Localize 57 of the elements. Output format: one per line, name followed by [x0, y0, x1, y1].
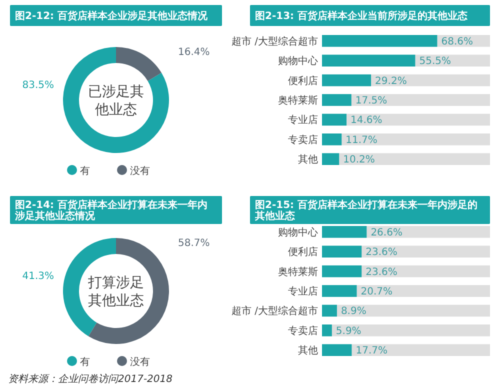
data-label: 17.7% [356, 346, 388, 357]
legend-label: 没有 [130, 356, 150, 368]
donut-slice [63, 238, 116, 336]
text: 打算涉足其他业态 [87, 275, 144, 309]
y-tick-label: 其他 [298, 154, 318, 166]
bar [322, 94, 352, 106]
chart-title: 图2-15: 百货店样本企业打算在未来一年内涉足的其他业态 [254, 199, 478, 222]
bar [322, 344, 352, 356]
chart-title: 图2-12: 百货店样本企业涉足其他业态情况 [15, 10, 209, 22]
bar [322, 246, 362, 258]
donut-slice [63, 47, 169, 153]
data-label: 26.6% [370, 227, 402, 238]
data-label: 55.5% [419, 56, 452, 68]
y-tick-label: 便利店 [288, 74, 318, 87]
data-label: 83.5% [22, 80, 54, 91]
data-label: 16.4% [178, 47, 210, 58]
y-tick-label: 专卖店 [288, 134, 318, 146]
data-label: 17.5% [355, 96, 388, 106]
bar [322, 114, 347, 126]
y-tick-label: 专业店 [288, 286, 318, 298]
y-tick-label: 其他 [298, 344, 318, 357]
text: 已涉足其他业态 [88, 84, 144, 118]
donut-slice [116, 47, 162, 81]
data-label: 68.6% [441, 36, 474, 48]
data-label: 14.6% [350, 115, 382, 126]
data-label: 29.2% [375, 76, 407, 87]
y-tick-label: 便利店 [288, 246, 318, 258]
legend-label: 有 [80, 165, 90, 177]
data-label: 10.2% [343, 154, 375, 166]
data-label: 5.9% [336, 326, 362, 337]
chart-title: 图2-14: 百货店样本企业打算在未来一年内涉足其他业态情况 [14, 199, 208, 222]
bar [322, 153, 340, 165]
bar [322, 133, 342, 146]
y-tick-label: 专业店 [288, 114, 318, 126]
donut-slice [88, 238, 169, 344]
chart-title: 图2-13: 百货店样本企业当前所涉足的其他业态 [255, 10, 469, 22]
y-tick-label: 奥特莱斯 [278, 94, 318, 106]
data-label: 20.7% [360, 286, 393, 298]
y-tick-label: 超市 /大型综合超市 [231, 305, 318, 318]
data-label: 41.3% [22, 271, 54, 282]
y-tick-label: 专卖店 [288, 324, 318, 337]
data-label: 23.6% [366, 247, 398, 258]
y-tick-label: 超市 /大型综合超市 [231, 35, 318, 48]
y-tick-label: 购物中心 [278, 226, 318, 238]
y-tick-label: 奥特莱斯 [278, 266, 318, 278]
legend-label: 有 [80, 356, 90, 368]
bar [322, 285, 357, 297]
text: 资料来源：企业问卷访问2017-2018 [8, 373, 173, 385]
y-tick-label: 购物中心 [278, 55, 318, 68]
legend-label: 没有 [130, 165, 150, 177]
data-label: 58.7% [178, 238, 210, 249]
bar [322, 304, 337, 317]
data-label: 23.6% [366, 266, 398, 278]
data-label: 8.9% [340, 306, 366, 318]
bar [322, 265, 362, 278]
bar [322, 324, 332, 336]
data-label: 11.7% [346, 134, 378, 146]
